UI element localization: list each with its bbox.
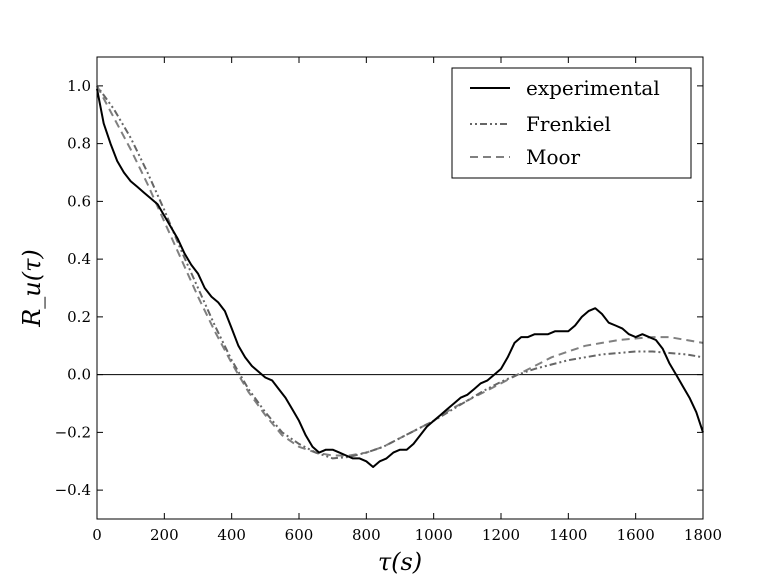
x-tick-label: 1800 — [684, 526, 722, 544]
axis-ticks: 0 200 400 600 800 1000 1200 1400 1600 1800 −0.4 −0.… — [55, 57, 722, 544]
x-axis-title: τ(s) — [378, 548, 422, 576]
x-tick-label: 1000 — [415, 526, 453, 544]
y-tick-label: 0.2 — [67, 308, 91, 326]
x-tick-label: 600 — [285, 526, 314, 544]
series-line-moor — [96, 85, 704, 457]
legend-label-experimental: experimental — [526, 76, 660, 100]
y-tick-label: 0.0 — [67, 366, 91, 384]
y-axis-title: R_u(τ) — [18, 249, 46, 328]
x-tick-label: 1400 — [549, 526, 587, 544]
series-line-frenkiel — [96, 85, 704, 460]
series-line-experimental — [96, 88, 704, 468]
legend-label-frenkiel: Frenkiel — [526, 112, 611, 136]
x-tick-label: 800 — [352, 526, 381, 544]
x-tick-label: 200 — [150, 526, 179, 544]
y-tick-label: 0.6 — [67, 192, 91, 210]
legend-label-moor: Moor — [526, 145, 581, 169]
plot-frame — [96, 56, 704, 520]
y-tick-label: −0.4 — [55, 481, 91, 499]
y-tick-label: −0.2 — [55, 423, 91, 441]
y-tick-label: 1.0 — [67, 77, 91, 95]
x-tick-label: 400 — [217, 526, 246, 544]
x-tick-label: 1200 — [482, 526, 520, 544]
series-layer — [96, 85, 704, 468]
x-tick-label: 1600 — [617, 526, 655, 544]
y-tick-label: 0.8 — [67, 135, 91, 153]
legend: experimental Frenkiel Moor — [451, 67, 692, 179]
x-tick-label: 0 — [92, 526, 102, 544]
y-tick-label: 0.4 — [67, 250, 91, 268]
